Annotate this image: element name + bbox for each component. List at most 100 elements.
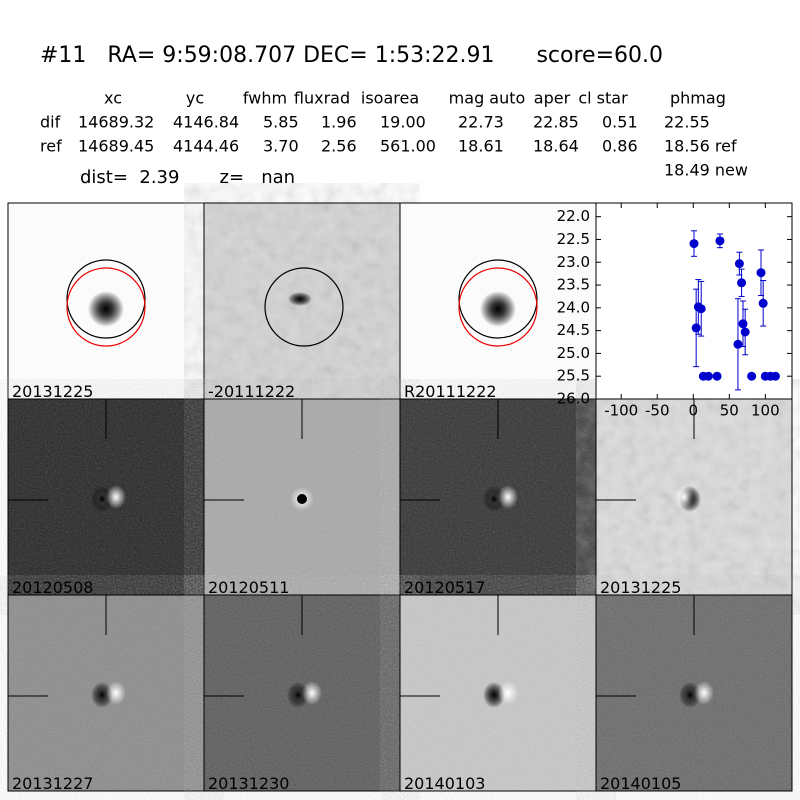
point bbox=[740, 327, 750, 337]
y-tick-label: 23.5 bbox=[557, 276, 590, 294]
light-curve: 22.0 22.5 23.0 23.5 24.0 24.5 25.0 25.5 26.0 -100… bbox=[557, 202, 793, 420]
table-cell: 22.73 bbox=[458, 113, 504, 132]
point bbox=[747, 371, 757, 381]
point bbox=[758, 298, 768, 308]
aperture-ref bbox=[458, 267, 538, 347]
point bbox=[770, 371, 780, 381]
panel-label: 20120511 bbox=[208, 578, 289, 597]
point bbox=[715, 236, 725, 246]
x-tick-label: 100 bbox=[751, 402, 780, 420]
image-panel bbox=[7, 202, 205, 400]
y-tick-label: 22.0 bbox=[557, 207, 590, 225]
image-panel bbox=[7, 594, 205, 792]
image-panel bbox=[399, 202, 597, 400]
image-panel bbox=[399, 398, 597, 596]
title: #11 RA= 9:59:08.707 DEC= 1:53:22.91 scor… bbox=[40, 43, 663, 68]
y-tick-label: 22.5 bbox=[557, 230, 590, 248]
aperture-ref bbox=[66, 267, 146, 347]
column-header: fluxrad bbox=[294, 89, 350, 108]
table-cell: 5.85 bbox=[263, 113, 299, 132]
column-header: fwhm bbox=[243, 89, 287, 108]
source bbox=[480, 291, 516, 327]
image-panel bbox=[595, 594, 793, 792]
table-cell: 22.85 bbox=[533, 113, 579, 132]
x-tick-label: -100 bbox=[604, 402, 638, 420]
table-cell: 14689.45 bbox=[78, 137, 154, 156]
panel-label: 20140105 bbox=[600, 774, 681, 793]
column-header: phmag bbox=[670, 89, 726, 108]
column-header: yc bbox=[186, 89, 204, 108]
dist-line: dist= 2.39 z= nan bbox=[80, 167, 295, 188]
dipole-bright bbox=[674, 485, 694, 509]
y-tick-label: 25.5 bbox=[557, 367, 590, 385]
row-label: dif bbox=[40, 113, 61, 132]
table-cell: 2.56 bbox=[321, 137, 357, 156]
table-cell: 18.56 ref bbox=[664, 137, 737, 156]
x-tick-label: 50 bbox=[720, 402, 739, 420]
dipole-bright bbox=[106, 485, 126, 509]
table-cell: 4146.84 bbox=[173, 113, 239, 132]
source bbox=[288, 292, 312, 306]
y-tick-label: 24.5 bbox=[557, 321, 590, 339]
point bbox=[703, 371, 713, 381]
x-tick-label: 0 bbox=[689, 402, 699, 420]
image-panel bbox=[595, 398, 793, 596]
panel-label: -20111222 bbox=[208, 382, 295, 401]
dipole-bright bbox=[498, 681, 518, 705]
panel-label: 20131225 bbox=[12, 382, 93, 401]
dipole-bright bbox=[302, 681, 322, 705]
table-cell: 0.86 bbox=[602, 137, 638, 156]
point bbox=[756, 268, 766, 278]
row-label: ref bbox=[40, 137, 62, 156]
table-cell: 14689.32 bbox=[78, 113, 154, 132]
column-header: isoarea bbox=[361, 89, 419, 108]
table-cell: 3.70 bbox=[263, 137, 299, 156]
dipole-bright bbox=[106, 681, 126, 705]
image-panel bbox=[203, 202, 401, 400]
column-header: aper bbox=[534, 89, 571, 108]
y-tick-label: 23.0 bbox=[557, 253, 590, 271]
y-tick-label: 24.0 bbox=[557, 298, 590, 316]
table-cell: 22.55 bbox=[664, 113, 710, 132]
y-tick-label: 25.0 bbox=[557, 344, 590, 362]
table-extra: 18.49 new bbox=[664, 161, 748, 180]
point bbox=[738, 319, 748, 329]
aperture bbox=[66, 259, 146, 339]
point bbox=[712, 371, 722, 381]
panel-label: 20131230 bbox=[208, 774, 289, 793]
panel-label: 20120508 bbox=[12, 578, 93, 597]
image-panel bbox=[203, 594, 401, 792]
point bbox=[691, 323, 701, 333]
panel-label: 20131225 bbox=[600, 578, 681, 597]
table-cell: 561.00 bbox=[380, 137, 436, 156]
table-cell: 18.64 bbox=[533, 137, 579, 156]
source bbox=[88, 291, 124, 327]
column-header: xc bbox=[104, 89, 122, 108]
aperture bbox=[264, 267, 344, 347]
image-panel bbox=[399, 594, 597, 792]
point bbox=[734, 259, 744, 269]
table-cell: 19.00 bbox=[380, 113, 426, 132]
table-cell: 0.51 bbox=[602, 113, 638, 132]
panel-frame bbox=[595, 594, 793, 792]
point bbox=[689, 239, 699, 249]
dipole-bright bbox=[498, 485, 518, 509]
table-cell: 4144.46 bbox=[173, 137, 239, 156]
core bbox=[297, 494, 307, 504]
panel-label: 20120517 bbox=[404, 578, 485, 597]
panel-label: R20111222 bbox=[404, 382, 497, 401]
image-panel bbox=[7, 398, 205, 596]
point bbox=[733, 339, 743, 349]
point bbox=[696, 304, 706, 314]
aperture bbox=[458, 259, 538, 339]
table-cell: 18.61 bbox=[458, 137, 504, 156]
table-cell: 1.96 bbox=[321, 113, 357, 132]
panel-label: 20140103 bbox=[404, 774, 485, 793]
panel-label: 20131227 bbox=[12, 774, 93, 793]
column-header: mag auto bbox=[449, 89, 526, 108]
point bbox=[737, 278, 747, 288]
column-header: cl star bbox=[578, 89, 628, 108]
y-tick-label: 26.0 bbox=[557, 390, 590, 408]
